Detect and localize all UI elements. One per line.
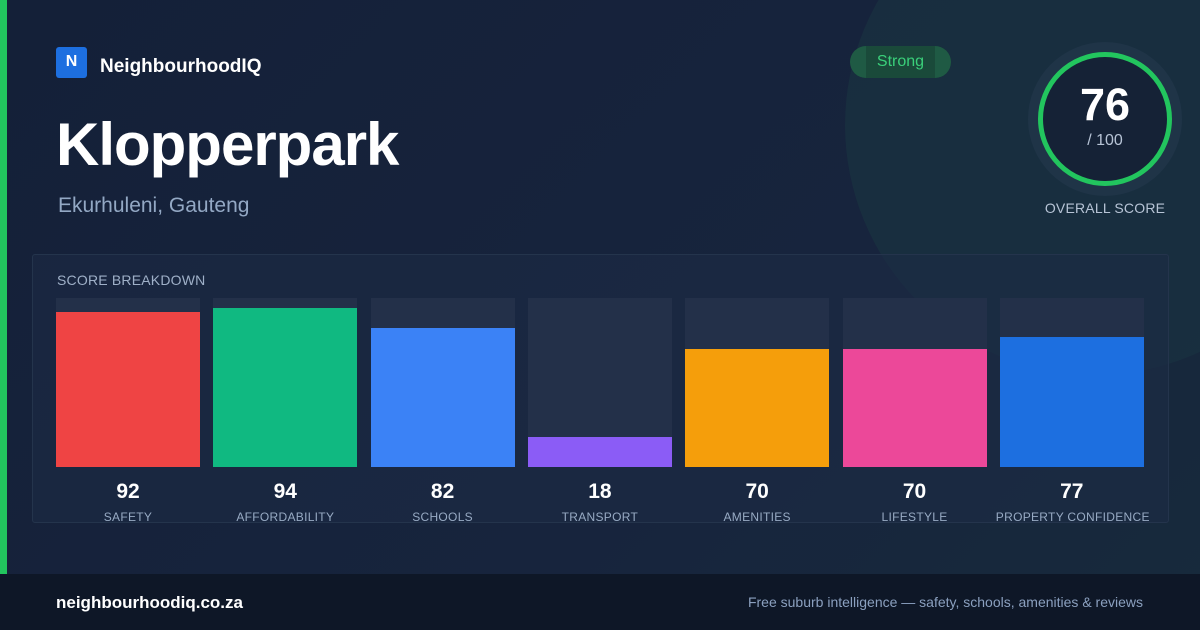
score-breakdown-panel: SCORE BREAKDOWN 92 SAFETY 94 AFFORDABILITY 8… (32, 254, 1169, 524)
bar-fill (527, 436, 672, 467)
bar-track (213, 298, 358, 467)
overall-score-label: OVERALL SCORE (1044, 200, 1166, 216)
bar-value: 82 (430, 480, 455, 503)
bar-fill (842, 348, 987, 467)
bar-label: TRANSPORT (561, 510, 639, 524)
bar-fill (685, 348, 830, 467)
bar-fill (370, 328, 515, 467)
footer-domain: neighbourhoodiq.co.za (56, 593, 243, 612)
suburb-region: Ekurhuleni, Gauteng (58, 194, 250, 217)
bar-track (370, 298, 515, 467)
bar-track (527, 298, 672, 467)
score-breakdown-title: SCORE BREAKDOWN (57, 272, 206, 288)
bar-label: AFFORDABILITY (236, 510, 335, 524)
bar-fill (56, 311, 200, 467)
bar-value: 18 (588, 480, 612, 503)
bar-track (685, 298, 830, 467)
bar-value: 94 (273, 480, 297, 503)
bar-label: AMENITIES (723, 510, 791, 524)
bar-track (842, 298, 987, 467)
rating-badge-label: Strong (876, 53, 925, 70)
bar-track (56, 298, 200, 467)
suburb-title: Klopperpark (56, 111, 399, 178)
rating-badge: Strong (850, 46, 951, 78)
bar-label: PROPERTY CONFIDENCE (995, 510, 1150, 524)
bar-track (999, 298, 1144, 467)
bar-fill (999, 336, 1144, 467)
brand-logo-icon: N (56, 46, 87, 78)
bar-value: 70 (902, 480, 927, 503)
bar-label: LIFESTYLE (881, 510, 948, 524)
overall-score-max: / 100 (1087, 132, 1123, 149)
bar-fill (213, 308, 358, 467)
bar-value: 92 (116, 480, 140, 503)
footer-tagline: Free suburb intelligence — safety, schoo… (747, 594, 1143, 610)
brand: N NeighbourhoodIQ (56, 46, 261, 78)
bar-value: 77 (1060, 480, 1084, 503)
accent-bar (0, 0, 7, 574)
footer: neighbourhoodiq.co.za Free suburb intell… (0, 574, 1200, 630)
bar-value: 70 (745, 480, 769, 503)
bar-label: SCHOOLS (412, 510, 473, 524)
score-ring (1038, 52, 1172, 186)
brand-name: NeighbourhoodIQ (100, 56, 262, 77)
overall-score-value: 76 (1079, 79, 1131, 130)
bar-label: SAFETY (103, 510, 153, 524)
